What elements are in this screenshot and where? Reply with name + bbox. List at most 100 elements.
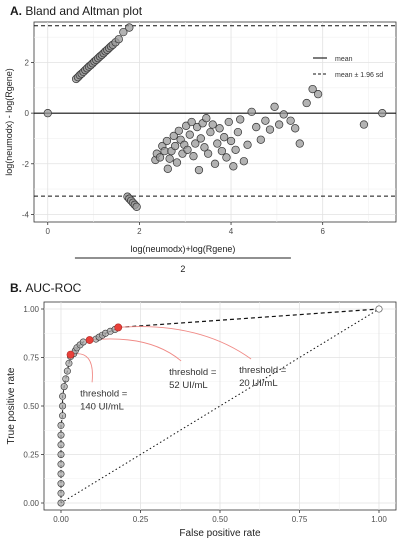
tick-label-y: -4	[22, 210, 30, 219]
data-point	[247, 107, 256, 117]
legend-sd-label: mean ± 1.96 sd	[335, 72, 383, 79]
y-axis-label: log(neumodx) - log(Rgene)	[4, 68, 14, 176]
data-point	[229, 162, 238, 171]
panel-a-title: A. Bland and Altman plot	[10, 4, 142, 18]
tick-label-x: 0.25	[133, 515, 149, 524]
data-point	[43, 108, 52, 118]
tick-label-x: 0	[46, 227, 51, 236]
data-point	[162, 136, 172, 146]
roc-point	[60, 383, 68, 391]
tick-label-y: -2	[22, 160, 30, 169]
data-point	[226, 136, 236, 146]
tick-label-y: 0.50	[23, 402, 39, 411]
data-point	[155, 153, 165, 162]
roc-point	[57, 451, 65, 459]
roc-point	[59, 412, 67, 420]
data-point	[236, 115, 245, 124]
data-point	[196, 134, 205, 143]
tick-label-y: 0.75	[23, 354, 39, 363]
tick-label-x: 4	[229, 227, 234, 236]
data-point	[187, 117, 196, 127]
data-point	[220, 133, 229, 142]
data-point	[378, 108, 387, 118]
data-point	[231, 145, 240, 154]
data-point	[208, 120, 217, 129]
data-point	[174, 126, 183, 136]
roc-point	[63, 367, 71, 375]
data-point	[270, 102, 279, 111]
tick-label-x: 0.75	[292, 515, 308, 524]
annotation-label: threshold =	[80, 388, 128, 399]
roc-point	[57, 421, 65, 429]
panel-a-letter: A.	[10, 4, 22, 18]
data-point	[169, 131, 178, 141]
roc-point	[59, 402, 67, 410]
data-point	[183, 145, 192, 154]
roc-point	[57, 499, 65, 507]
roc-point	[57, 489, 65, 497]
annotation-label: threshold =	[239, 365, 287, 376]
threshold-point	[66, 350, 75, 359]
roc-point	[57, 431, 65, 439]
panel-b-title: B. AUC-ROC	[10, 281, 81, 295]
annotation-label: threshold =	[169, 367, 217, 378]
tick-label-y: 2	[25, 59, 30, 68]
data-point	[217, 146, 227, 156]
roc-point	[57, 470, 65, 478]
panel-b-text: AUC-ROC	[25, 281, 82, 295]
roc-point	[57, 480, 65, 488]
data-point	[165, 154, 174, 163]
legend-mean-label: mean	[335, 56, 353, 63]
annotation-label: 52 UI/mL	[169, 380, 208, 391]
data-point	[233, 127, 243, 137]
data-point	[191, 139, 200, 148]
data-point	[275, 120, 284, 129]
data-point	[295, 139, 304, 148]
threshold-point	[85, 336, 94, 344]
tick-label-x: 6	[320, 227, 325, 236]
data-point	[243, 140, 252, 149]
data-point	[170, 141, 180, 151]
tick-label-x: 0.00	[53, 515, 69, 524]
data-point	[189, 152, 198, 161]
data-point	[224, 117, 233, 127]
data-point	[239, 157, 249, 166]
tick-label-x: 2	[137, 227, 142, 236]
tick-label-y: 0.00	[23, 499, 39, 508]
x-axis-label-numerator: log(neumodx)+log(Rgene)	[131, 244, 236, 254]
data-point	[200, 143, 209, 152]
data-point	[194, 165, 204, 175]
roc-point	[65, 359, 73, 367]
data-point	[132, 202, 141, 211]
bland-altman-chart: -4 -2 0 2 0 2 4 6 mean mean ± 1.96 sd log(neumodx)…	[4, 21, 397, 274]
tick-label-y: 1.00	[23, 305, 39, 314]
y-axis-label: True positive rate	[6, 367, 17, 444]
annotation-pointer	[118, 326, 252, 360]
data-point	[119, 27, 128, 37]
data-point	[279, 110, 288, 119]
data-point	[261, 116, 270, 125]
panel-a-text: Bland and Altman plot	[25, 4, 143, 18]
tick-label-y: 0	[25, 109, 30, 118]
annotation-label: 140 UI/mL	[80, 401, 124, 412]
extension-line	[118, 308, 380, 329]
roc-point	[62, 375, 70, 383]
data-point	[286, 116, 295, 125]
data-point	[114, 35, 123, 44]
data-point	[359, 120, 369, 129]
data-point	[172, 158, 182, 167]
annotation-label: 20 UI/mL	[239, 378, 278, 389]
tick-label-y: 0.25	[23, 451, 39, 460]
data-point	[185, 130, 194, 139]
data-point	[213, 139, 222, 148]
data-point	[252, 122, 261, 132]
data-point	[308, 84, 317, 94]
data-point	[256, 135, 265, 144]
data-point	[291, 124, 300, 133]
threshold-point	[114, 323, 123, 332]
data-point	[163, 164, 172, 173]
auc-roc-chart: 0.00 0.25 0.50 0.75 1.00 0.00 0.25 0.50 0.75 1.00…	[6, 301, 397, 539]
data-point	[202, 114, 211, 123]
data-point	[203, 149, 213, 158]
data-point	[313, 90, 323, 99]
